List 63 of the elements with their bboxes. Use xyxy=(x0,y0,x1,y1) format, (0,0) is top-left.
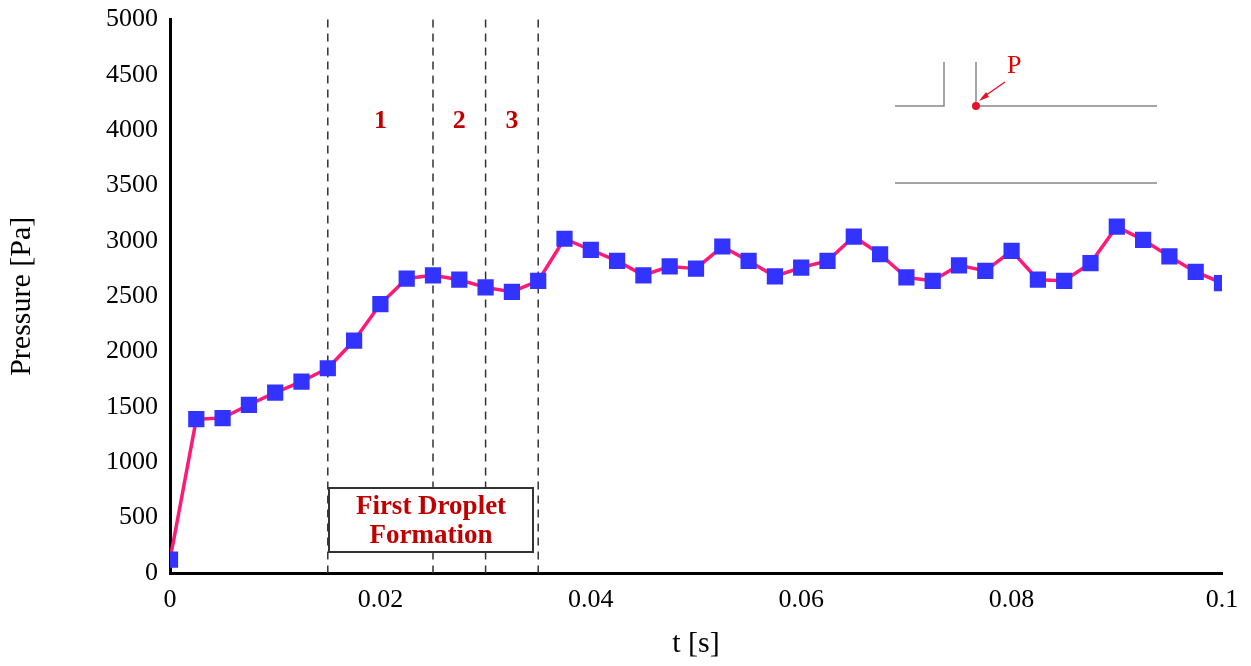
annotation: First Droplet Formation xyxy=(328,487,534,553)
y-axis-title: Pressure [Pa] xyxy=(2,216,36,376)
y-tick-label: 4000 xyxy=(106,114,158,144)
point xyxy=(898,269,915,286)
annotation: 1 xyxy=(373,104,387,134)
point xyxy=(1056,272,1073,289)
point xyxy=(1082,254,1099,272)
y-tick-label: 1500 xyxy=(106,390,158,420)
point xyxy=(871,246,889,263)
y-tick-label: 0 xyxy=(145,556,158,586)
point xyxy=(1003,242,1020,260)
point xyxy=(188,411,205,428)
point xyxy=(608,252,626,269)
point xyxy=(293,373,310,390)
point xyxy=(424,267,442,284)
annotation: 3 xyxy=(505,104,519,134)
annotation: P xyxy=(1007,50,1022,80)
annotation: 2 xyxy=(452,104,466,134)
y-tick-label: 2000 xyxy=(106,335,158,365)
point xyxy=(793,259,810,276)
point xyxy=(319,360,336,377)
point xyxy=(267,384,284,401)
x-axis-title: t [s] xyxy=(672,624,720,658)
point xyxy=(819,252,836,269)
point xyxy=(477,279,494,296)
point xyxy=(398,270,415,287)
x-tick-label: 0.06 xyxy=(778,584,824,614)
x-tick-label: 0.1 xyxy=(1205,584,1239,614)
point xyxy=(1134,231,1152,248)
y-tick-label: 4500 xyxy=(106,58,158,88)
point xyxy=(1187,263,1204,281)
point xyxy=(530,272,547,289)
x-tick-label: 0 xyxy=(163,584,177,614)
point xyxy=(451,271,468,288)
point xyxy=(714,238,731,255)
y-tick-label: 500 xyxy=(119,501,158,531)
point xyxy=(503,283,521,300)
y-tick-label: 5000 xyxy=(106,3,158,33)
point xyxy=(977,262,994,279)
point xyxy=(1161,248,1178,265)
y-tick-label: 3000 xyxy=(106,224,158,254)
point xyxy=(845,228,862,245)
point xyxy=(556,230,573,247)
y-tick-label: 2500 xyxy=(106,280,158,310)
point xyxy=(950,257,968,274)
point xyxy=(240,396,258,413)
point xyxy=(635,267,652,284)
point xyxy=(372,295,389,313)
x-tick-label: 0.08 xyxy=(988,584,1035,614)
point xyxy=(924,272,941,289)
y-tick-label: 1000 xyxy=(106,446,158,476)
x-tick-label: 0.02 xyxy=(357,584,404,614)
point xyxy=(214,409,231,427)
x-tick-label: 0.04 xyxy=(568,584,614,614)
point xyxy=(345,332,363,349)
point xyxy=(1029,271,1047,288)
y-tick-label: 3500 xyxy=(106,169,158,199)
point xyxy=(766,268,784,285)
point xyxy=(740,252,757,269)
point xyxy=(687,260,705,277)
point xyxy=(661,258,678,275)
point xyxy=(582,241,599,258)
point xyxy=(1108,218,1125,235)
